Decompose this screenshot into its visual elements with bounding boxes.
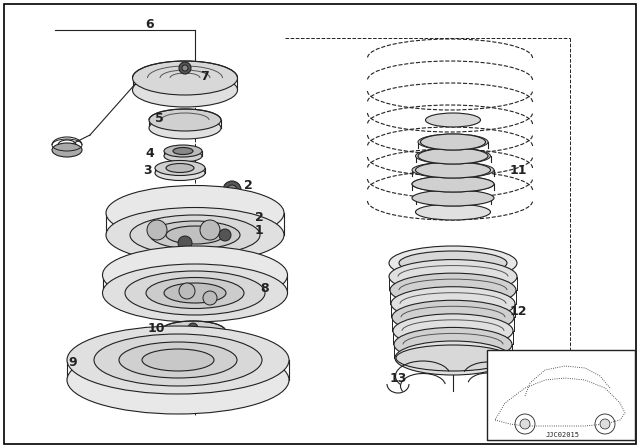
Ellipse shape — [412, 176, 494, 192]
Ellipse shape — [125, 271, 265, 315]
Ellipse shape — [67, 346, 289, 414]
Circle shape — [188, 323, 198, 333]
Circle shape — [600, 419, 610, 429]
Ellipse shape — [132, 73, 237, 107]
Ellipse shape — [426, 113, 481, 127]
Ellipse shape — [412, 176, 494, 192]
Ellipse shape — [155, 160, 205, 176]
Ellipse shape — [102, 264, 287, 322]
Text: 2: 2 — [244, 178, 253, 191]
Text: 4: 4 — [145, 146, 154, 159]
Ellipse shape — [150, 221, 240, 249]
Text: 8: 8 — [260, 281, 269, 294]
Ellipse shape — [420, 134, 486, 150]
Ellipse shape — [166, 164, 194, 172]
Ellipse shape — [389, 246, 517, 280]
Ellipse shape — [412, 190, 494, 206]
Ellipse shape — [396, 345, 510, 371]
Text: 2: 2 — [255, 211, 264, 224]
Text: 5: 5 — [155, 112, 164, 125]
Ellipse shape — [155, 165, 205, 181]
Ellipse shape — [67, 326, 289, 394]
Ellipse shape — [399, 251, 507, 275]
Ellipse shape — [389, 259, 517, 293]
Ellipse shape — [392, 300, 514, 334]
Circle shape — [179, 283, 195, 299]
Ellipse shape — [119, 342, 237, 378]
Ellipse shape — [106, 207, 284, 263]
Circle shape — [147, 220, 167, 240]
Ellipse shape — [394, 327, 512, 362]
Ellipse shape — [146, 277, 244, 309]
Circle shape — [200, 220, 220, 240]
Ellipse shape — [106, 185, 284, 241]
Circle shape — [179, 62, 191, 74]
Text: 9: 9 — [68, 356, 77, 369]
Circle shape — [223, 181, 241, 199]
Ellipse shape — [418, 148, 488, 164]
Ellipse shape — [395, 341, 511, 375]
Ellipse shape — [164, 283, 226, 303]
Text: 7: 7 — [200, 69, 209, 82]
Text: 11: 11 — [510, 164, 527, 177]
Ellipse shape — [418, 134, 488, 150]
Text: 13: 13 — [390, 371, 408, 384]
Ellipse shape — [415, 148, 490, 164]
Text: 6: 6 — [145, 17, 154, 30]
Ellipse shape — [164, 145, 202, 157]
Circle shape — [203, 291, 217, 305]
Text: 12: 12 — [510, 305, 527, 318]
Ellipse shape — [415, 204, 490, 220]
Ellipse shape — [390, 273, 516, 307]
Circle shape — [520, 419, 530, 429]
Ellipse shape — [391, 287, 515, 321]
Text: JJC02015: JJC02015 — [546, 432, 580, 438]
Ellipse shape — [94, 334, 262, 386]
Ellipse shape — [161, 328, 225, 348]
Text: 1: 1 — [255, 224, 264, 237]
Circle shape — [178, 236, 192, 250]
Ellipse shape — [161, 321, 225, 341]
Ellipse shape — [130, 215, 260, 255]
Ellipse shape — [412, 162, 494, 178]
Ellipse shape — [102, 246, 287, 304]
Ellipse shape — [149, 117, 221, 139]
Ellipse shape — [173, 147, 193, 155]
Ellipse shape — [149, 109, 221, 131]
Bar — [487, 350, 635, 440]
Ellipse shape — [142, 349, 214, 371]
Ellipse shape — [132, 61, 237, 95]
Ellipse shape — [415, 190, 490, 206]
Ellipse shape — [415, 162, 490, 178]
Circle shape — [227, 185, 237, 195]
Ellipse shape — [52, 143, 82, 157]
Circle shape — [219, 229, 231, 241]
Circle shape — [182, 65, 188, 71]
Ellipse shape — [164, 150, 202, 162]
Text: 10: 10 — [148, 322, 166, 335]
Ellipse shape — [166, 226, 224, 244]
Text: 3: 3 — [143, 164, 152, 177]
Ellipse shape — [393, 314, 513, 348]
